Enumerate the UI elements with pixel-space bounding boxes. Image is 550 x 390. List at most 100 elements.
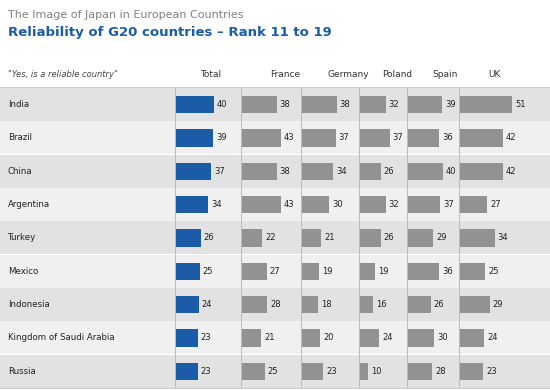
Text: 25: 25 xyxy=(268,367,278,376)
Bar xyxy=(242,129,281,147)
Bar xyxy=(408,163,443,180)
Text: 20: 20 xyxy=(323,333,334,342)
Text: 34: 34 xyxy=(498,234,508,243)
Bar xyxy=(242,163,277,180)
Bar xyxy=(408,229,433,246)
Text: Poland: Poland xyxy=(382,70,412,79)
Text: 21: 21 xyxy=(264,333,274,342)
Text: 40: 40 xyxy=(217,100,227,109)
Text: Spain: Spain xyxy=(432,70,458,79)
Text: India: India xyxy=(8,100,29,109)
Text: 30: 30 xyxy=(437,333,448,342)
Bar xyxy=(0,288,550,321)
Bar xyxy=(408,129,439,147)
Bar xyxy=(408,296,431,313)
Bar xyxy=(360,263,375,280)
Text: 23: 23 xyxy=(486,367,497,376)
Text: UK: UK xyxy=(488,70,501,79)
Text: 24: 24 xyxy=(487,333,498,342)
Text: 32: 32 xyxy=(389,100,399,109)
Text: 25: 25 xyxy=(202,267,213,276)
Bar xyxy=(360,196,386,213)
Text: 36: 36 xyxy=(442,133,453,142)
Bar xyxy=(460,263,486,280)
Text: 32: 32 xyxy=(389,200,399,209)
Bar xyxy=(360,229,381,246)
Text: 16: 16 xyxy=(376,300,387,309)
Text: 23: 23 xyxy=(201,333,211,342)
Bar xyxy=(0,222,550,254)
Text: Kingdom of Saudi Arabia: Kingdom of Saudi Arabia xyxy=(8,333,114,342)
Text: 26: 26 xyxy=(434,300,444,309)
Bar xyxy=(302,163,333,180)
Bar xyxy=(0,88,550,121)
Bar xyxy=(408,329,434,347)
Bar xyxy=(176,96,214,113)
Text: 24: 24 xyxy=(202,300,212,309)
Text: 39: 39 xyxy=(216,133,227,142)
Text: 38: 38 xyxy=(339,100,350,109)
Text: 27: 27 xyxy=(270,267,280,276)
Text: Argentina: Argentina xyxy=(8,200,50,209)
Text: 36: 36 xyxy=(442,267,453,276)
Bar xyxy=(408,363,432,380)
Text: 34: 34 xyxy=(336,167,346,176)
Bar xyxy=(302,296,318,313)
Text: 40: 40 xyxy=(446,167,456,176)
Bar xyxy=(176,229,201,246)
Bar xyxy=(360,363,368,380)
Bar xyxy=(460,163,503,180)
Text: 19: 19 xyxy=(378,267,389,276)
Text: 42: 42 xyxy=(506,167,516,176)
Text: 18: 18 xyxy=(321,300,332,309)
Text: 10: 10 xyxy=(371,367,382,376)
Bar xyxy=(460,229,494,246)
Bar xyxy=(302,96,337,113)
Text: 37: 37 xyxy=(214,167,225,176)
Bar xyxy=(242,196,281,213)
Bar xyxy=(0,121,550,154)
Text: 26: 26 xyxy=(384,234,394,243)
Bar xyxy=(302,229,321,246)
Bar xyxy=(0,321,550,354)
Text: 28: 28 xyxy=(271,300,281,309)
Text: 27: 27 xyxy=(491,200,501,209)
Text: 38: 38 xyxy=(279,100,290,109)
Bar xyxy=(460,96,512,113)
Bar xyxy=(460,363,483,380)
Text: Russia: Russia xyxy=(8,367,36,376)
Text: Turkey: Turkey xyxy=(8,234,36,243)
Bar xyxy=(0,255,550,287)
Bar xyxy=(302,129,336,147)
Text: 37: 37 xyxy=(443,200,454,209)
Text: 37: 37 xyxy=(339,133,349,142)
Text: 24: 24 xyxy=(382,333,393,342)
Bar xyxy=(242,96,277,113)
Text: "Yes, is a reliable country": "Yes, is a reliable country" xyxy=(8,70,118,79)
Text: 39: 39 xyxy=(445,100,455,109)
Text: 42: 42 xyxy=(506,133,516,142)
Bar xyxy=(0,155,550,188)
Text: Total: Total xyxy=(200,70,221,79)
Text: 26: 26 xyxy=(384,167,394,176)
Bar xyxy=(176,163,211,180)
Bar xyxy=(408,263,439,280)
Bar xyxy=(176,329,198,347)
Text: 21: 21 xyxy=(324,234,334,243)
Bar xyxy=(0,188,550,221)
Text: France: France xyxy=(270,70,300,79)
Text: 37: 37 xyxy=(393,133,403,142)
Bar xyxy=(242,363,265,380)
Text: Indonesia: Indonesia xyxy=(8,300,50,309)
Bar xyxy=(176,196,208,213)
Text: 28: 28 xyxy=(436,367,446,376)
Text: 34: 34 xyxy=(211,200,222,209)
Bar xyxy=(360,96,386,113)
Text: 23: 23 xyxy=(326,367,337,376)
Bar xyxy=(176,263,200,280)
Bar xyxy=(176,363,198,380)
Bar xyxy=(360,129,389,147)
Bar xyxy=(242,229,262,246)
Text: Reliability of G20 countries – Rank 11 to 19: Reliability of G20 countries – Rank 11 t… xyxy=(8,26,332,39)
Text: 51: 51 xyxy=(515,100,525,109)
